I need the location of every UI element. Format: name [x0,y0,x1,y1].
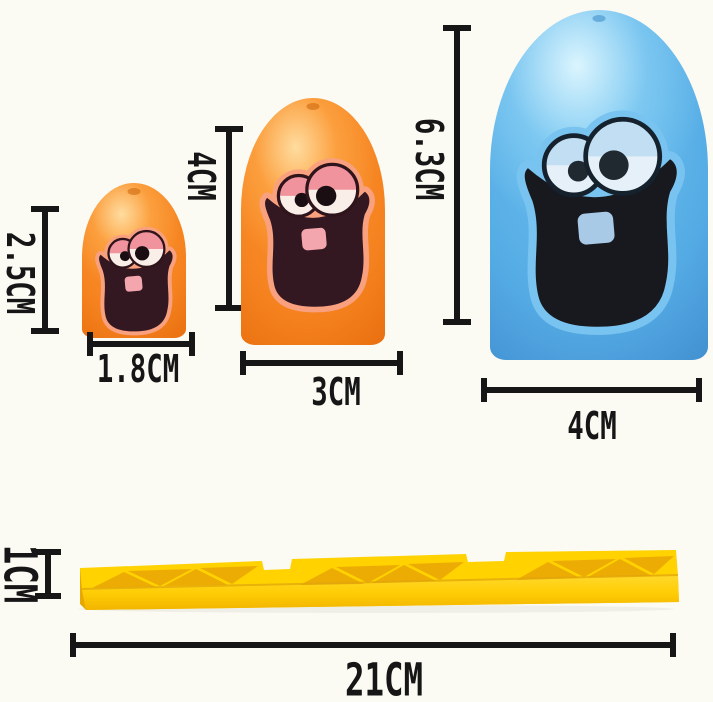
track-front-face [82,576,679,610]
track-truss-triangles [92,556,674,588]
track-height-measure [35,549,61,599]
large-dome-figure [490,10,708,360]
medium-dome-height-measure [215,126,243,311]
track-length-label: 21CM [344,653,424,702]
track-left-cap [80,568,86,610]
measure-line [242,360,401,366]
track-length-measure [70,633,676,657]
tooth-shape [124,275,143,292]
small-dome-height-label: 2.5CM [0,231,42,315]
large-dome-width-measure [481,378,702,402]
right-eye [583,116,663,196]
medium-dome-height-label: 4CM [179,151,223,201]
measure-line [483,387,700,393]
small-dome-height-measure [31,206,59,334]
measure-cap [35,593,61,599]
measure-cap [696,378,702,402]
mold-mark [306,103,320,110]
track-figure [78,550,679,613]
right-eye [127,229,166,269]
measure-cap [189,332,195,356]
measure-line [89,341,193,347]
track-ridge [81,574,679,590]
measure-cap [443,319,471,325]
medium-dome-figure [241,98,385,345]
medium-dome-width-measure [240,351,403,375]
smiley-face-graphic [516,110,685,335]
smiley-face-graphic [259,158,375,313]
measure-line [45,551,51,597]
mold-mark [127,188,141,195]
measure-line [72,642,674,648]
small-dome-width-measure [87,332,195,356]
tooth-shape [301,227,327,251]
large-dome-height-measure [443,25,471,325]
measure-line [454,27,460,323]
track-height-label: 1CM [0,544,47,604]
measure-line [226,128,232,309]
tooth-shape [577,211,615,245]
measure-cap [31,328,59,334]
medium-dome-width-label: 3CM [311,370,361,414]
smiley-face-graphic [95,226,177,336]
right-eye [305,162,360,217]
measure-line [42,208,48,332]
measure-cap [670,633,676,657]
small-dome-width-label: 1.8CM [96,347,180,391]
small-dome-figure [82,183,186,338]
measure-cap [215,305,243,311]
mold-mark [592,15,606,22]
measure-cap [397,351,403,375]
large-dome-height-label: 6.3CM [407,117,451,201]
large-dome-width-label: 4CM [567,404,617,448]
